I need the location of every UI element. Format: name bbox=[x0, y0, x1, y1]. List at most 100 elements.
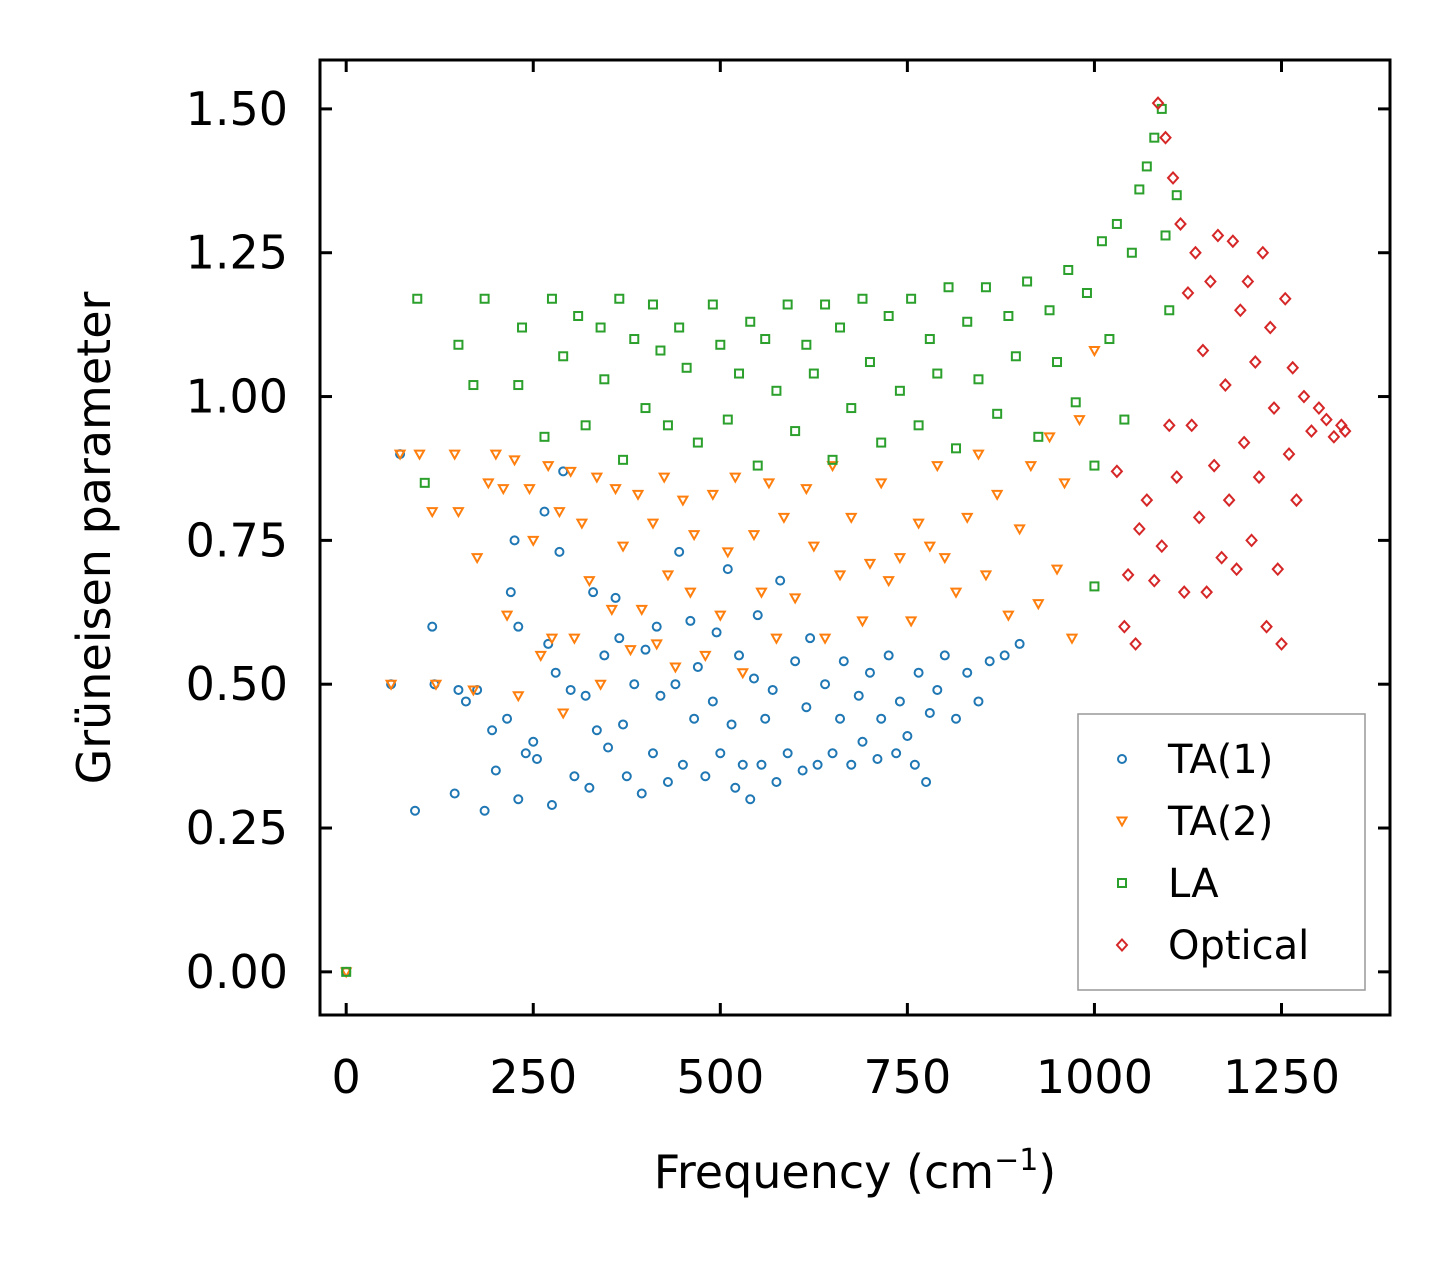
data-point bbox=[614, 633, 625, 644]
data-point bbox=[684, 587, 697, 599]
data-point bbox=[820, 679, 831, 690]
data-point bbox=[523, 484, 536, 496]
data-point bbox=[1192, 510, 1206, 525]
data-point bbox=[591, 725, 602, 736]
data-point bbox=[951, 443, 962, 454]
data-point bbox=[973, 696, 984, 707]
data-point bbox=[1164, 305, 1175, 316]
data-point bbox=[883, 650, 894, 661]
data-point bbox=[1111, 218, 1122, 229]
data-point bbox=[902, 730, 913, 741]
data-point bbox=[1189, 245, 1202, 260]
data-point bbox=[755, 587, 768, 599]
data-point bbox=[833, 570, 847, 582]
y-axis-title: Grüneisen parameter bbox=[67, 291, 121, 784]
data-point bbox=[1282, 447, 1296, 462]
data-point bbox=[553, 507, 566, 519]
data-point bbox=[692, 661, 703, 672]
data-point bbox=[1252, 470, 1266, 485]
data-point bbox=[961, 512, 974, 524]
data-point bbox=[984, 656, 995, 667]
data-point bbox=[599, 374, 610, 385]
data-point bbox=[864, 667, 875, 678]
data-point bbox=[1070, 397, 1081, 408]
data-point bbox=[893, 553, 907, 565]
data-point bbox=[931, 461, 944, 473]
data-point bbox=[1003, 311, 1014, 322]
data-point bbox=[1065, 633, 1079, 645]
data-point bbox=[857, 293, 868, 304]
data-point bbox=[1118, 619, 1131, 634]
data-point bbox=[419, 477, 430, 488]
data-point bbox=[845, 512, 858, 524]
data-point bbox=[1081, 287, 1092, 298]
data-point bbox=[1320, 412, 1333, 427]
data-point bbox=[588, 587, 599, 598]
data-point bbox=[1073, 415, 1086, 427]
data-point bbox=[812, 759, 823, 770]
data-point bbox=[545, 633, 559, 645]
data-point bbox=[800, 484, 813, 496]
data-point bbox=[807, 541, 821, 553]
data-point bbox=[618, 719, 629, 730]
data-point bbox=[616, 541, 630, 553]
data-point bbox=[1170, 470, 1184, 485]
data-point bbox=[722, 414, 733, 425]
data-point bbox=[707, 299, 718, 310]
x-tick-label: 1250 bbox=[1223, 1050, 1340, 1104]
data-point bbox=[722, 564, 733, 575]
data-point bbox=[1052, 357, 1063, 368]
data-point bbox=[1305, 424, 1318, 439]
data-point bbox=[729, 472, 742, 484]
data-point bbox=[674, 546, 685, 557]
data-point bbox=[1233, 303, 1247, 318]
data-point bbox=[657, 472, 671, 484]
data-point bbox=[1237, 435, 1251, 450]
data-point bbox=[721, 547, 735, 559]
data-point bbox=[662, 420, 673, 431]
data-point bbox=[1089, 581, 1100, 592]
data-point bbox=[487, 725, 498, 736]
data-point bbox=[573, 311, 584, 322]
data-point bbox=[618, 454, 629, 465]
data-point bbox=[992, 408, 1003, 419]
data-point bbox=[1177, 585, 1191, 600]
data-point bbox=[490, 765, 501, 776]
data-point bbox=[1126, 247, 1137, 258]
data-point bbox=[1140, 493, 1154, 508]
data-point bbox=[820, 299, 831, 310]
data-point bbox=[655, 345, 666, 356]
data-point bbox=[508, 455, 521, 467]
data-point bbox=[699, 650, 712, 662]
data-point bbox=[1185, 418, 1199, 433]
data-point bbox=[949, 587, 963, 599]
data-point bbox=[1278, 291, 1292, 306]
data-point bbox=[681, 362, 692, 373]
data-point bbox=[1044, 305, 1055, 316]
data-point bbox=[1312, 401, 1326, 416]
data-point bbox=[923, 541, 937, 553]
data-point bbox=[1024, 461, 1038, 473]
data-point bbox=[883, 311, 894, 322]
data-point bbox=[894, 696, 905, 707]
legend-marker bbox=[1117, 754, 1127, 764]
data-point bbox=[453, 339, 464, 350]
data-point bbox=[835, 713, 846, 724]
data-point bbox=[736, 668, 749, 680]
data-point bbox=[864, 357, 875, 368]
data-point bbox=[1110, 464, 1124, 479]
data-point bbox=[554, 546, 565, 557]
data-point bbox=[393, 449, 407, 461]
y-tick-label: 1.00 bbox=[186, 370, 288, 424]
data-point bbox=[904, 616, 918, 628]
data-point bbox=[1260, 619, 1273, 634]
x-tick-label: 750 bbox=[863, 1050, 951, 1104]
data-point bbox=[1147, 573, 1161, 588]
y-tick-label: 1.50 bbox=[186, 82, 288, 136]
data-point bbox=[805, 633, 816, 644]
data-point bbox=[595, 322, 606, 333]
data-point bbox=[513, 794, 524, 805]
data-point bbox=[580, 690, 591, 701]
data-point bbox=[1327, 429, 1341, 444]
data-point bbox=[546, 293, 557, 304]
